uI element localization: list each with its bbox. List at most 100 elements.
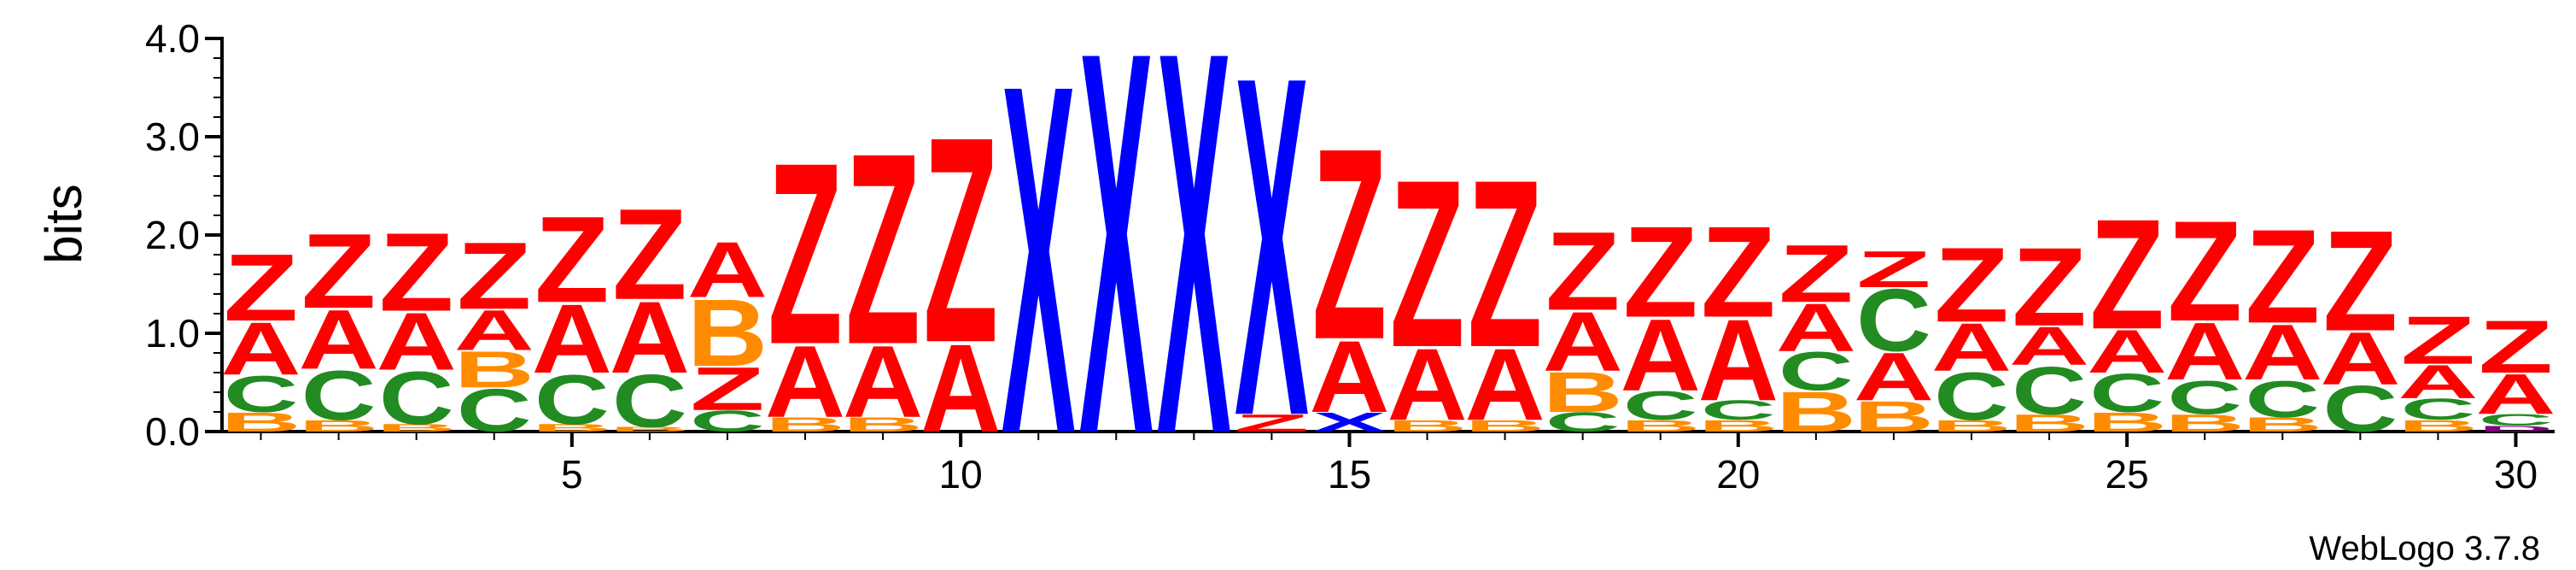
letter-B-pos-1: B (220, 407, 301, 438)
letter-Z-pos-6: Z (612, 182, 687, 327)
letter-Z-pos-2: Z (301, 212, 377, 331)
letter-A-pos-7: A (687, 226, 768, 314)
letter-C-pos-27: C (2245, 370, 2320, 428)
letter-X-pos-15: X (1312, 407, 1387, 438)
letter-A-pos-23: A (1931, 309, 2012, 385)
letter-B-pos-17: B (1464, 417, 1545, 435)
x-tick-label: 5 (561, 452, 583, 497)
stack-position-10: AZ (920, 76, 1001, 459)
letter-A-pos-18: A (1543, 294, 1623, 389)
letter-B-pos-8: B (765, 413, 845, 436)
letter-C-pos-29: C (2401, 392, 2476, 426)
letter-A-pos-25: A (2087, 318, 2167, 386)
letter-B-pos-7: B (687, 279, 768, 386)
letter-A-pos-6: A (610, 280, 690, 395)
letter-C-pos-5: C (534, 361, 610, 440)
letter-X-pos-11: X (1002, 0, 1077, 538)
letter-A-pos-28: A (2320, 316, 2400, 401)
letter-B-pos-24: B (2009, 409, 2089, 437)
letter-Z-pos-8: Z (768, 109, 843, 399)
letter-A-pos-20: A (1698, 296, 1779, 426)
x-tick-label: 10 (939, 452, 983, 497)
letter-B-pos-3: B (377, 421, 457, 433)
letter-Z-pos-28: Z (2323, 202, 2398, 361)
letter-A-pos-29: A (2398, 356, 2478, 408)
letter-Z-pos-27: Z (2246, 201, 2321, 350)
y-tick-label: 1.0 (145, 311, 200, 356)
y-tick-label: 3.0 (145, 115, 200, 159)
letter-A-pos-27: A (2242, 309, 2322, 397)
letter-Z-pos-19: Z (1623, 200, 1698, 345)
letter-A-pos-22: A (1854, 338, 1934, 414)
x-tick-label: 25 (2106, 452, 2149, 497)
letter-C-pos-22: C (1856, 271, 1931, 370)
letter-B-pos-6: B (610, 426, 690, 433)
letter-B-pos-22: B (1854, 392, 1934, 441)
letter-Z-pos-24: Z (2012, 225, 2087, 350)
letter-C-pos-3: C (379, 356, 454, 440)
letter-X-pos-13: X (1157, 0, 1232, 548)
stack-position-9: BAZ (843, 97, 923, 439)
letter-D-pos-30: D (2479, 424, 2554, 433)
letter-C-pos-7: C (690, 404, 765, 438)
stack-position-8: BAZ (765, 109, 845, 439)
letter-A-pos-19: A (1621, 298, 1701, 413)
stack-position-13: X (1157, 0, 1232, 548)
letter-C-pos-23: C (1934, 358, 2009, 434)
letter-B-pos-2: B (298, 417, 378, 435)
letter-C-pos-20: C (1701, 395, 1776, 426)
letter-Z-pos-21: Z (1779, 228, 1854, 320)
letter-Z-pos-16: Z (1390, 131, 1465, 397)
stack-position-15: XAZ (1309, 92, 1389, 438)
letter-Z-pos-23: Z (1934, 226, 2009, 344)
letter-A-pos-26: A (2164, 306, 2245, 397)
stack-position-16: BAZ (1387, 131, 1467, 442)
letter-B-pos-5: B (532, 421, 612, 433)
letter-C-pos-21: C (1779, 341, 1854, 403)
letter-A-pos-4: A (454, 298, 534, 362)
letter-B-pos-20: B (1698, 417, 1779, 435)
stack-position-14: ZX (1235, 0, 1310, 518)
letter-B-pos-9: B (843, 413, 923, 436)
letter-C-pos-26: C (2167, 371, 2242, 425)
letter-A-pos-15: A (1309, 320, 1389, 434)
letter-A-pos-24: A (2009, 315, 2089, 377)
y-tick-label: 4.0 (145, 16, 200, 61)
x-tick-label: 20 (1716, 452, 1760, 497)
letter-A-pos-30: A (2475, 362, 2556, 426)
x-tick-label: 30 (2494, 452, 2538, 497)
letter-B-pos-29: B (2398, 417, 2478, 435)
letter-C-pos-28: C (2322, 373, 2398, 446)
letter-C-pos-24: C (2012, 352, 2087, 428)
letter-B-pos-27: B (2242, 413, 2322, 436)
letter-Z-pos-3: Z (379, 210, 454, 335)
letter-Z-pos-7: Z (690, 355, 765, 424)
letter-Z-pos-4: Z (457, 223, 532, 329)
letter-A-pos-5: A (532, 285, 612, 394)
letter-X-pos-14: X (1235, 0, 1310, 518)
letter-A-pos-10: A (920, 319, 1001, 459)
letter-B-pos-25: B (2087, 407, 2167, 438)
letter-Z-pos-22: Z (1856, 240, 1931, 298)
axes: 0.0 1.0 2.0 3.0 4.0 5 10 15 20 25 30 (145, 16, 2555, 497)
letter-X-pos-12: X (1079, 0, 1154, 548)
letter-B-pos-23: B (1931, 417, 2012, 435)
letter-Z-pos-9: Z (845, 97, 920, 402)
letter-Z-pos-15: Z (1312, 92, 1387, 397)
y-tick-label: 0.0 (145, 409, 200, 454)
y-tick-label: 2.0 (145, 213, 200, 257)
